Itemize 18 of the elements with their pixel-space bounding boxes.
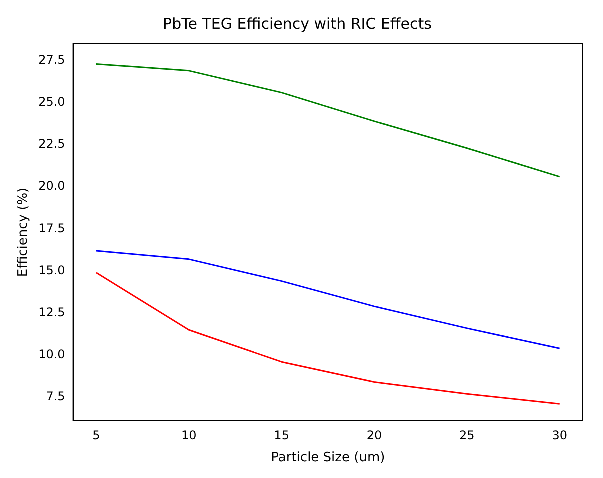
y-tick-label: 27.5 [38, 52, 66, 67]
y-tick-label: 17.5 [38, 221, 66, 236]
y-tick-label: 10.0 [38, 347, 66, 362]
y-tick-label: 20.0 [38, 179, 66, 194]
x-tick-label: 20 [366, 428, 382, 442]
x-tick-label: 15 [274, 428, 290, 442]
y-axis-title: Efficiency (%) [16, 188, 32, 278]
x-tick-label: 25 [460, 428, 475, 442]
x-axis-title: Particle Size (um) [271, 450, 386, 466]
y-tick-label: 15.0 [38, 263, 66, 278]
x-tick-label: 5 [92, 428, 100, 442]
y-tick-label: 12.5 [38, 305, 66, 320]
chart-title: PbTe TEG Efficiency with RIC Effects [163, 14, 432, 33]
y-tick-label: 22.5 [38, 137, 66, 152]
x-tick-label: 10 [182, 428, 197, 442]
x-tick-label: 30 [552, 428, 568, 442]
y-tick-label: 7.5 [46, 390, 66, 404]
y-tick-label: 25.0 [38, 95, 66, 110]
